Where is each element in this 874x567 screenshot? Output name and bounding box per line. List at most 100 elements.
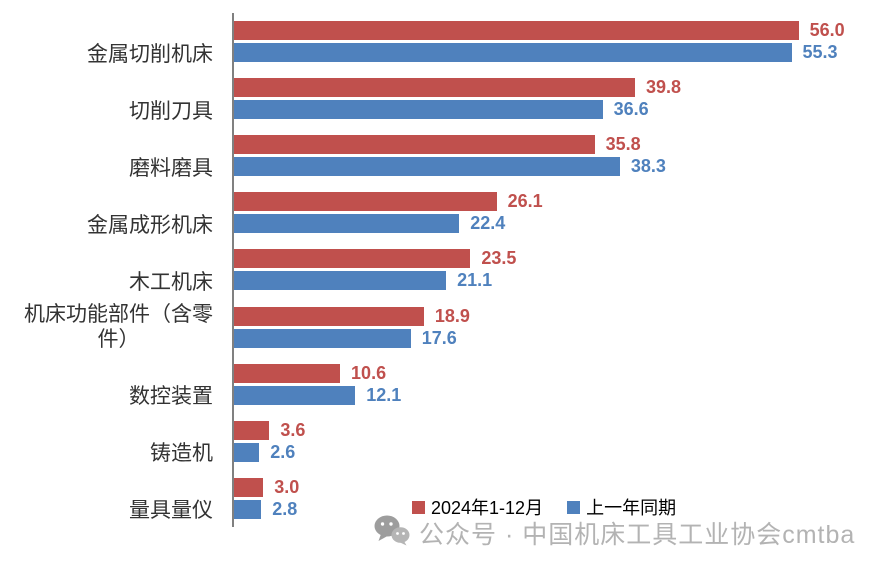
- bar-current-period: [233, 21, 799, 41]
- legend-item-previous-period: 上一年同期: [567, 494, 676, 520]
- value-label: 55.3: [802, 42, 838, 63]
- bar-group: 10.6 12.1: [233, 362, 402, 405]
- bar-previous-period: [233, 499, 262, 519]
- category-label: 量具量仪: [0, 473, 213, 523]
- bar-previous-period: [233, 157, 620, 177]
- category-row: 木工机床 23.5 21.1: [0, 241, 874, 298]
- bar-line-previous-period: 55.3: [233, 42, 845, 63]
- bar-line-current-period: 18.9: [233, 305, 470, 326]
- category-label-text: 金属切削机床: [87, 42, 213, 66]
- bar-line-current-period: 10.6: [233, 362, 401, 383]
- bar-previous-period: [233, 214, 460, 234]
- bar-line-current-period: 23.5: [233, 248, 517, 269]
- category-label-text: 磨料磨具: [129, 156, 213, 180]
- value-label: 36.6: [613, 99, 649, 120]
- bar-group: 56.0 55.3: [233, 20, 845, 63]
- bar-line-previous-period: 17.6: [233, 327, 470, 348]
- category-label: 铸造机: [0, 416, 213, 466]
- legend-label-previous-period: 上一年同期: [586, 498, 677, 518]
- category-row: 金属成形机床 26.1 22.4: [0, 184, 874, 241]
- category-row: 铸造机 3.6 2.6: [0, 413, 874, 470]
- legend-swatch-previous-period: [567, 500, 581, 514]
- category-row: 量具量仪 3.0 2.8: [0, 470, 874, 527]
- value-label: 18.9: [434, 305, 470, 326]
- value-label: 2.6: [270, 441, 296, 462]
- bar-previous-period: [233, 100, 603, 120]
- y-axis-line: [232, 13, 234, 527]
- value-label: 3.0: [274, 476, 300, 497]
- value-label: 23.5: [481, 248, 517, 269]
- bar-line-current-period: 3.0: [233, 476, 300, 497]
- bar-current-period: [233, 306, 424, 326]
- bar-line-previous-period: 38.3: [233, 156, 666, 177]
- value-label: 35.8: [605, 134, 641, 155]
- category-label-text: 金属成形机床: [87, 213, 213, 237]
- category-row: 机床功能部件（含零 件） 18.9 17.6: [0, 298, 874, 355]
- category-label: 机床功能部件（含零 件）: [0, 302, 213, 352]
- value-label: 2.8: [272, 498, 298, 519]
- category-row: 金属切削机床 56.0 55.3: [0, 13, 874, 70]
- category-label: 磨料磨具: [0, 131, 213, 181]
- bar-group: 26.1 22.4: [233, 191, 543, 234]
- bar-current-period: [233, 363, 341, 383]
- bar-previous-period: [233, 385, 356, 405]
- bar-current-period: [233, 135, 595, 155]
- bar-previous-period: [233, 43, 792, 63]
- category-label: 切削刀具: [0, 74, 213, 124]
- bar-line-previous-period: 2.8: [233, 498, 299, 519]
- value-label: 56.0: [809, 20, 845, 41]
- bar-current-period: [233, 420, 270, 440]
- legend-item-current-period: 2024年1-12月: [412, 494, 543, 520]
- category-label-text: 切削刀具: [129, 99, 213, 123]
- bar-line-current-period: 26.1: [233, 191, 543, 212]
- bar-group: 23.5 21.1: [233, 248, 517, 291]
- bar-line-previous-period: 12.1: [233, 384, 402, 405]
- value-label: 10.6: [351, 362, 387, 383]
- value-label: 3.6: [280, 419, 306, 440]
- bar-line-previous-period: 36.6: [233, 99, 681, 120]
- legend-swatch-current-period: [412, 500, 425, 514]
- bar-line-previous-period: 22.4: [233, 213, 543, 234]
- value-label: 39.8: [645, 77, 682, 98]
- bar-group: 39.8 36.6: [233, 77, 682, 120]
- category-label: 数控装置: [0, 359, 213, 409]
- bar-current-period: [233, 78, 635, 98]
- bar-group: 3.6 2.6: [233, 419, 306, 462]
- bar-current-period: [233, 477, 264, 497]
- value-label: 17.6: [421, 327, 457, 348]
- watermark-text: 公众号 · 中国机床工具工业协会cmtba: [419, 520, 856, 549]
- value-label: 12.1: [366, 384, 402, 405]
- wechat-icon: [374, 514, 410, 551]
- value-label: 26.1: [507, 191, 543, 212]
- category-label-text: 木工机床: [129, 270, 213, 294]
- bar-line-current-period: 3.6: [233, 419, 306, 440]
- bar-previous-period: [233, 328, 411, 348]
- bar-current-period: [233, 192, 497, 212]
- watermark: 公众号 · 中国机床工具工业协会cmtba: [374, 514, 855, 551]
- bar-previous-period: [233, 271, 447, 291]
- value-label: 22.4: [470, 213, 506, 234]
- bar-group: 35.8 38.3: [233, 134, 666, 177]
- category-label-text: 量具量仪: [129, 499, 213, 523]
- category-row: 切削刀具 39.8 36.6: [0, 70, 874, 127]
- category-row: 数控装置 10.6 12.1: [0, 356, 874, 413]
- bar-line-previous-period: 21.1: [233, 270, 516, 291]
- category-label: 金属切削机床: [0, 17, 213, 67]
- category-label-text: 数控装置: [129, 385, 213, 409]
- category-label: 金属成形机床: [0, 188, 213, 238]
- category-row: 磨料磨具 35.8 38.3: [0, 127, 874, 184]
- bar-line-current-period: 35.8: [233, 134, 666, 155]
- bar-line-current-period: 56.0: [233, 20, 845, 41]
- legend-label-current-period: 2024年1-12月: [431, 498, 544, 518]
- value-label: 21.1: [457, 270, 493, 291]
- value-label: 38.3: [630, 156, 666, 177]
- category-label: 木工机床: [0, 245, 213, 295]
- category-label-text: 铸造机: [150, 442, 213, 466]
- chart-plot-area: 金属切削机床 56.0 55.3 切削刀具 39.8 36.6 磨料磨具 35.8 38.3 金属…: [0, 13, 874, 527]
- bar-line-previous-period: 2.6: [233, 441, 305, 462]
- category-label-text: 机床功能部件（含零 件）: [24, 303, 213, 352]
- bar-line-current-period: 39.8: [233, 77, 682, 98]
- bar-group: 18.9 17.6: [233, 305, 470, 348]
- bar-current-period: [233, 249, 471, 269]
